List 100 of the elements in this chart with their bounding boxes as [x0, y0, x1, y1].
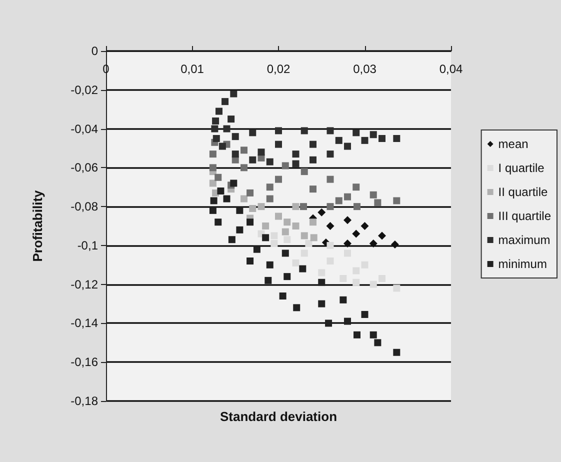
point — [310, 156, 316, 164]
point — [228, 236, 236, 244]
point — [266, 184, 274, 191]
point — [246, 258, 254, 264]
legend-label: III quartile — [498, 209, 552, 223]
point — [299, 265, 306, 272]
point — [236, 206, 244, 214]
point — [228, 116, 235, 123]
y-tick-label: 0 — [91, 44, 98, 58]
y-tick-label: -0,14 — [70, 316, 98, 330]
point — [310, 186, 316, 193]
legend-label: mean — [498, 137, 528, 151]
y-tick-label: -0,08 — [70, 200, 98, 214]
point — [310, 140, 316, 148]
point — [292, 259, 300, 266]
point — [292, 203, 300, 210]
point — [264, 276, 272, 284]
point — [300, 127, 308, 134]
point — [218, 142, 226, 150]
point — [249, 129, 256, 136]
point — [300, 232, 308, 240]
point — [353, 331, 360, 338]
point — [374, 199, 382, 206]
point — [393, 135, 400, 142]
y-tick-label: -0,02 — [70, 82, 98, 97]
legend-label: I quartile — [498, 161, 545, 175]
point — [326, 127, 334, 134]
point — [210, 197, 218, 204]
point — [318, 300, 326, 308]
y-tick-label: -0,04 — [70, 122, 98, 136]
point — [390, 240, 399, 248]
point — [212, 118, 220, 124]
point — [370, 331, 377, 338]
point — [217, 188, 224, 194]
point — [282, 162, 289, 170]
point — [270, 232, 278, 240]
point — [209, 164, 216, 172]
point — [335, 197, 342, 204]
point — [370, 131, 377, 138]
point — [212, 135, 220, 142]
y-tick-label: -0,1 — [77, 238, 98, 252]
point — [223, 125, 230, 132]
point — [209, 180, 216, 187]
point — [310, 234, 318, 242]
point — [270, 240, 278, 247]
point — [223, 195, 230, 202]
point — [249, 156, 256, 164]
point — [360, 222, 369, 230]
point — [240, 146, 248, 154]
point — [258, 148, 265, 156]
point — [214, 218, 222, 226]
point — [344, 318, 351, 325]
point — [284, 236, 291, 244]
legend-label: minimum — [498, 257, 547, 271]
point — [393, 284, 400, 292]
y-tick-label: -0,12 — [70, 277, 98, 292]
point — [266, 158, 274, 166]
legend-label: II quartile — [498, 185, 548, 199]
point — [266, 195, 274, 202]
point — [352, 230, 360, 238]
point — [282, 228, 289, 236]
point — [246, 218, 254, 226]
point — [284, 273, 291, 280]
x-axis-title: Standard deviation — [220, 409, 338, 424]
point — [275, 127, 282, 134]
point — [222, 98, 229, 106]
point — [282, 250, 289, 257]
point — [326, 242, 334, 249]
point — [300, 168, 308, 176]
point — [310, 218, 316, 226]
point — [353, 203, 360, 210]
y-axis-title: Profitability — [30, 189, 45, 262]
point — [344, 240, 352, 248]
legend-label: maximum — [498, 233, 550, 247]
point — [258, 203, 265, 210]
y-tick-label: -0,06 — [70, 160, 98, 175]
x-tick-label: 0,01 — [180, 62, 204, 76]
point — [352, 278, 360, 286]
point — [352, 129, 360, 136]
point — [292, 150, 300, 158]
point — [344, 142, 351, 150]
point — [240, 164, 248, 172]
x-tick-label: 0,02 — [266, 62, 290, 76]
point — [378, 232, 386, 240]
point — [292, 222, 300, 230]
point — [215, 108, 222, 115]
point — [305, 240, 312, 247]
point — [369, 240, 378, 248]
point — [292, 160, 300, 168]
y-tick-label: -0,16 — [70, 355, 98, 370]
point — [253, 246, 260, 253]
point — [232, 133, 239, 140]
point — [275, 212, 282, 220]
point — [326, 222, 334, 230]
point — [266, 261, 274, 268]
point — [378, 135, 386, 142]
point — [214, 174, 222, 181]
point — [300, 203, 308, 210]
point — [275, 176, 282, 183]
point — [370, 280, 377, 288]
